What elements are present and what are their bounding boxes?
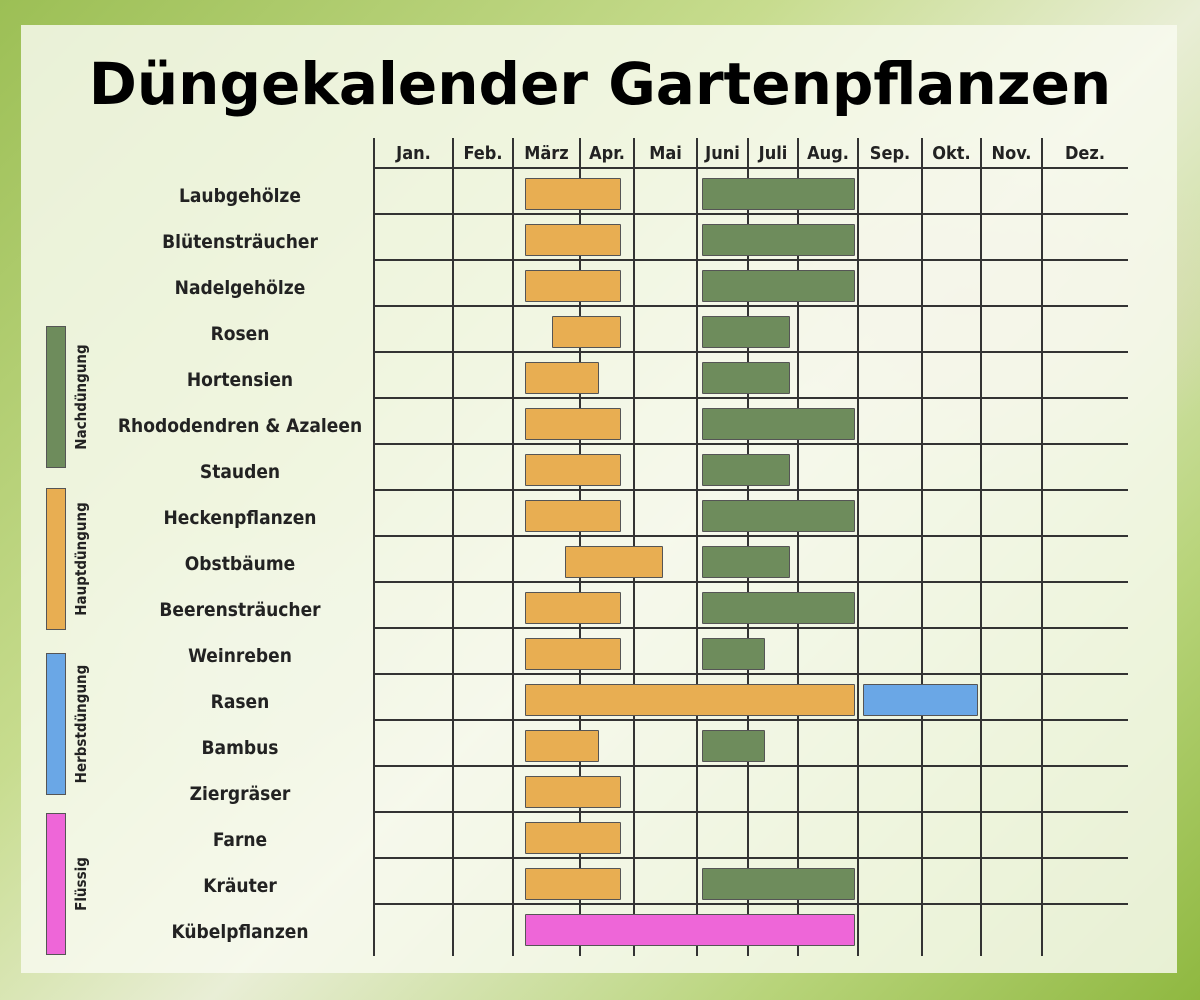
grid-hline — [374, 167, 1128, 169]
follow-up-fertilizing-bar — [702, 270, 855, 302]
main-fertilizing-bar — [525, 178, 621, 210]
follow-up-fertilizing-bar — [702, 638, 765, 670]
month-label: Dez. — [1064, 143, 1105, 164]
plant-label: Obstbäume — [184, 553, 296, 575]
legend-label: Hauptdüngung — [72, 502, 90, 616]
grid-hline — [374, 489, 1128, 491]
follow-up-fertilizing-bar — [702, 178, 855, 210]
liquid-fertilizing-bar — [525, 914, 855, 946]
follow-up-fertilizing-bar — [702, 224, 855, 256]
plant-label: Stauden — [199, 461, 281, 483]
month-label: Jan. — [396, 143, 431, 164]
plant-label: Kräuter — [203, 875, 277, 897]
legend-label: Flüssig — [72, 857, 90, 911]
grid-vline — [980, 138, 982, 956]
grid-hline — [374, 535, 1128, 537]
grid-vline — [857, 138, 859, 956]
main-fertilizing-bar — [525, 822, 621, 854]
grid-vline — [797, 138, 799, 956]
main-fertilizing-bar — [525, 592, 621, 624]
grid-hline — [374, 765, 1128, 767]
plant-label: Hortensien — [186, 369, 294, 391]
legend-swatch — [46, 326, 66, 468]
main-fertilizing-bar — [565, 546, 663, 578]
grid-hline — [374, 857, 1128, 859]
plant-label: Nadelgehölze — [174, 277, 306, 299]
plant-label: Kübelpflanzen — [171, 921, 309, 943]
grid-vline — [1041, 138, 1043, 956]
month-label: Nov. — [991, 143, 1032, 164]
plant-label: Rosen — [210, 323, 270, 345]
follow-up-fertilizing-bar — [702, 546, 790, 578]
follow-up-fertilizing-bar — [702, 730, 765, 762]
main-fertilizing-bar — [525, 270, 621, 302]
grid-vline — [696, 138, 698, 956]
follow-up-fertilizing-bar — [702, 500, 855, 532]
grid-vline — [452, 138, 454, 956]
grid-hline — [374, 305, 1128, 307]
grid-hline — [374, 627, 1128, 629]
month-label: März — [524, 143, 569, 164]
plant-label: Ziergräser — [189, 783, 291, 805]
plant-label: Weinreben — [188, 645, 292, 667]
grid-hline — [374, 213, 1128, 215]
plant-label: Bambus — [201, 737, 279, 759]
follow-up-fertilizing-bar — [702, 868, 855, 900]
month-label: Feb. — [463, 143, 503, 164]
grid-hline — [374, 811, 1128, 813]
follow-up-fertilizing-bar — [702, 454, 790, 486]
grid-hline — [374, 443, 1128, 445]
month-label: Sep. — [869, 143, 911, 164]
follow-up-fertilizing-bar — [702, 592, 855, 624]
month-label: Mai — [649, 143, 682, 164]
month-label: Juni — [705, 143, 740, 164]
month-label: Apr. — [589, 143, 625, 164]
main-fertilizing-bar — [525, 224, 621, 256]
legend-swatch — [46, 813, 66, 955]
grid-hline — [374, 351, 1128, 353]
month-label: Aug. — [807, 143, 849, 164]
follow-up-fertilizing-bar — [702, 408, 855, 440]
plant-label: Beerensträucher — [159, 599, 321, 621]
legend-label: Nachdüngung — [72, 344, 90, 450]
main-fertilizing-bar — [525, 730, 599, 762]
grid-hline — [374, 581, 1128, 583]
grid-vline — [512, 138, 514, 956]
main-fertilizing-bar — [525, 362, 599, 394]
follow-up-fertilizing-bar — [702, 316, 790, 348]
main-fertilizing-bar — [525, 500, 621, 532]
legend-swatch — [46, 488, 66, 630]
grid-hline — [374, 719, 1128, 721]
autumn-fertilizing-bar — [863, 684, 978, 716]
grid-vline — [921, 138, 923, 956]
follow-up-fertilizing-bar — [702, 362, 790, 394]
plant-label: Rasen — [210, 691, 270, 713]
main-fertilizing-bar — [525, 408, 621, 440]
month-label: Juli — [758, 143, 788, 164]
main-fertilizing-bar — [525, 684, 855, 716]
plant-label: Blütensträucher — [162, 231, 318, 253]
plant-label: Farne — [212, 829, 268, 851]
grid-hline — [374, 673, 1128, 675]
grid-hline — [374, 903, 1128, 905]
main-fertilizing-bar — [552, 316, 621, 348]
plant-label: Laubgehölze — [179, 185, 301, 207]
plant-label: Rhododendren & Azaleen — [117, 415, 363, 437]
month-label: Okt. — [932, 143, 971, 164]
legend-swatch — [46, 653, 66, 795]
plant-label: Heckenpflanzen — [163, 507, 317, 529]
main-fertilizing-bar — [525, 454, 621, 486]
main-fertilizing-bar — [525, 776, 621, 808]
main-fertilizing-bar — [525, 638, 621, 670]
grid-hline — [374, 259, 1128, 261]
grid-vline — [373, 138, 375, 956]
chart-title: Düngekalender Gartenpflanzen — [88, 50, 1112, 118]
grid-hline — [374, 397, 1128, 399]
main-fertilizing-bar — [525, 868, 621, 900]
legend-label: Herbstdüngung — [72, 664, 90, 784]
